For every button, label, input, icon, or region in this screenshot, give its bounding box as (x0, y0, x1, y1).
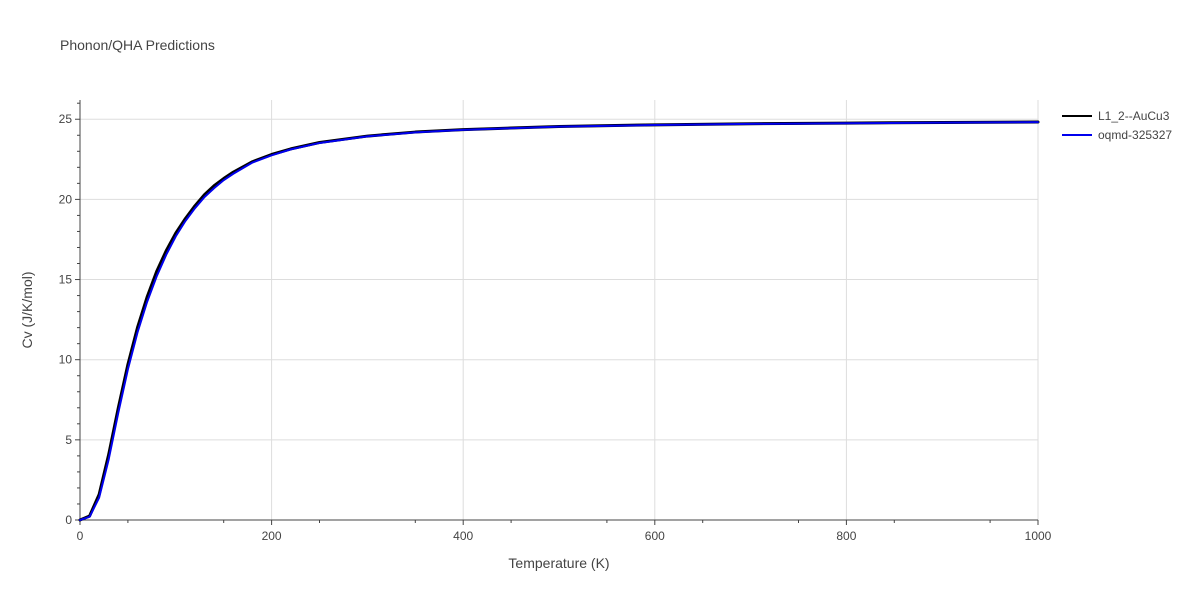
x-tick-label: 1000 (1025, 529, 1052, 543)
x-tick-label: 800 (836, 529, 856, 543)
series-layer (78, 120, 1040, 522)
x-tick-label: 400 (453, 529, 473, 543)
x-tick-label: 600 (645, 529, 665, 543)
axis-layer: 0 200 400 600 800 1000 0 5 10 15 20 25 (59, 100, 1052, 543)
x-tick-label: 200 (262, 529, 282, 543)
x-tick-label: 0 (77, 529, 84, 543)
y-tick-label: 15 (59, 273, 73, 287)
chart-title: Phonon/QHA Predictions (60, 37, 215, 53)
y-tick-label: 5 (65, 433, 72, 447)
y-tick-label: 25 (59, 112, 73, 126)
legend-label: oqmd-325327 (1098, 128, 1172, 142)
y-tick-label: 0 (65, 513, 72, 527)
series-line-2 (79, 121, 1039, 521)
y-tick-label: 20 (59, 192, 73, 206)
y-tick-label: 10 (59, 353, 73, 367)
y-axis-title: Cv (J/K/mol) (19, 272, 35, 349)
series-line-1 (78, 120, 1040, 522)
legend: L1_2--AuCu3 oqmd-325327 (1062, 109, 1172, 142)
legend-label: L1_2--AuCu3 (1098, 109, 1170, 123)
x-axis-title: Temperature (K) (508, 555, 609, 571)
grid-layer (80, 100, 1039, 520)
